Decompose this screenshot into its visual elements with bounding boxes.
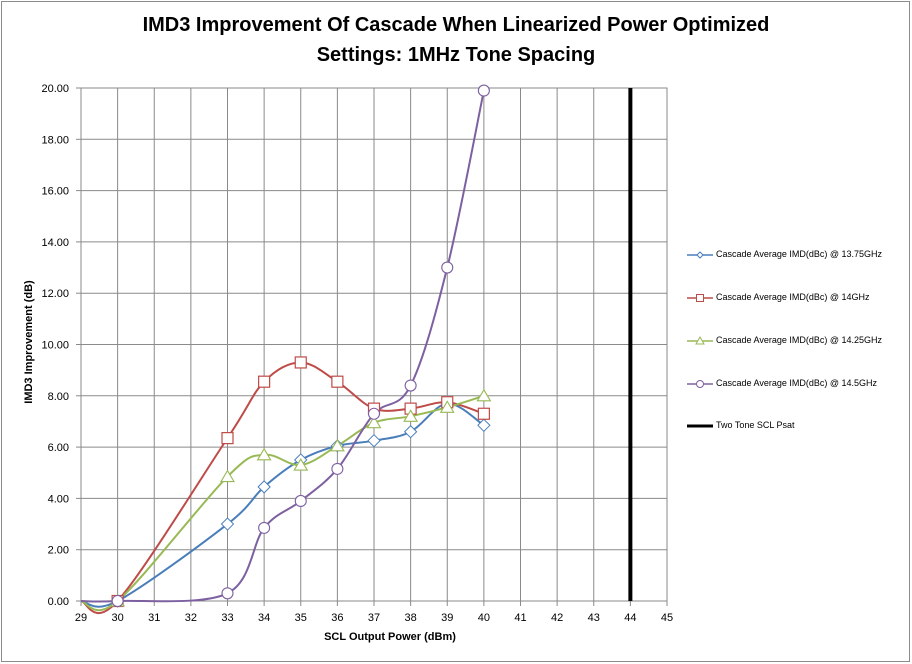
data-point-triangle — [366, 415, 382, 429]
data-point-triangle — [403, 409, 419, 422]
data-point-circle — [367, 407, 381, 420]
x-tick-label: 40 — [478, 612, 490, 624]
series-lines — [80, 88, 633, 615]
legend-marker — [696, 380, 704, 388]
data-point-circle — [258, 521, 271, 534]
legend-label: Cascade Average IMD(dBc) @ 14.5GHz — [716, 378, 878, 388]
data-point-square — [221, 432, 234, 445]
data-point-square — [294, 356, 307, 369]
legend-label: Two Tone SCL Psat — [716, 420, 795, 430]
data-point-circle — [404, 379, 417, 392]
data-point-circle — [111, 594, 124, 608]
x-tick-label: 36 — [331, 612, 343, 624]
series-markers — [110, 84, 492, 608]
grid — [80, 87, 668, 602]
legend-swatch — [687, 294, 713, 302]
x-tick-label: 35 — [295, 612, 307, 624]
y-axis-label: IMD3 Improvement (dB) — [23, 280, 35, 404]
x-tick-label: 30 — [112, 612, 124, 624]
x-tick-label: 32 — [185, 612, 197, 624]
y-tick-label: 2.00 — [48, 545, 69, 557]
y-tick-label: 20.00 — [41, 83, 69, 95]
x-tick-label: 31 — [148, 612, 160, 624]
legend-marker — [695, 335, 705, 345]
data-point-diamond — [403, 425, 418, 439]
legend-label: Cascade Average IMD(dBc) @ 14GHz — [716, 292, 870, 302]
x-tick-labels: 29 30 31 32 33 34 35 36 37 38 39 40 41 42 43 44 45 — [75, 612, 673, 624]
y-tick-label: 18.00 — [41, 134, 69, 146]
x-tick-label: 43 — [588, 612, 600, 624]
x-tick-label: 41 — [514, 612, 526, 624]
legend-marker — [696, 251, 704, 259]
legend-label: Cascade Average IMD(dBc) @ 13.75GHz — [716, 249, 883, 259]
data-point-square — [477, 407, 490, 420]
legend-swatch — [687, 335, 713, 345]
y-tick-label: 8.00 — [48, 391, 69, 403]
x-tick-label: 39 — [441, 612, 453, 624]
data-point-circle — [294, 494, 307, 508]
y-tick-label: 16.00 — [41, 186, 69, 198]
legend-marker — [696, 294, 704, 302]
series-line — [80, 90, 485, 603]
data-point-triangle — [476, 388, 492, 402]
chart-title-line2: Settings: 1MHz Tone Spacing — [316, 44, 596, 66]
data-point-circle — [477, 84, 490, 97]
x-axis-label: SCL Output Power (dBm) — [324, 631, 456, 643]
legend-swatch — [687, 380, 713, 388]
plot-border — [80, 87, 668, 602]
x-tick-label: 29 — [75, 612, 87, 624]
series-line — [80, 394, 485, 612]
y-tick-label: 0.00 — [48, 596, 69, 608]
series-line — [80, 402, 485, 608]
data-point-triangle — [329, 438, 345, 452]
chart-title-line1: IMD3 Improvement Of Cascade When Lineari… — [142, 14, 770, 36]
x-tick-label: 45 — [661, 612, 673, 624]
data-point-circle — [221, 587, 234, 600]
y-tick-label: 10.00 — [41, 340, 69, 352]
x-tick-label: 34 — [258, 612, 270, 624]
data-point-diamond — [367, 433, 381, 448]
y-tick-label: 12.00 — [41, 288, 69, 300]
data-point-triangle — [293, 457, 309, 471]
data-point-square — [331, 375, 344, 388]
legend-swatch — [687, 424, 713, 428]
axes — [76, 87, 668, 606]
legend-swatch — [687, 251, 713, 259]
y-tick-label: 6.00 — [48, 442, 69, 454]
x-tick-label: 44 — [624, 612, 636, 624]
y-tick-label: 4.00 — [48, 493, 69, 505]
y-tick-label: 14.00 — [41, 237, 69, 249]
data-point-triangle — [256, 447, 272, 461]
data-point-diamond — [220, 517, 235, 531]
y-tick-labels: 0.00 2.00 4.00 6.00 8.00 10.00 12.00 14.00 16.00… — [41, 83, 69, 608]
x-tick-label: 38 — [405, 612, 417, 624]
data-point-circle — [331, 462, 344, 475]
data-point-triangle — [220, 469, 235, 483]
x-tick-label: 37 — [368, 612, 380, 624]
data-point-triangle — [439, 400, 455, 413]
legend-label: Cascade Average IMD(dBc) @ 14.25GHz — [716, 335, 883, 345]
data-point-diamond — [257, 480, 271, 494]
data-point-diamond — [477, 418, 491, 433]
data-point-square — [258, 375, 271, 388]
x-tick-label: 42 — [551, 612, 563, 624]
data-point-circle — [441, 261, 454, 274]
x-tick-label: 33 — [221, 612, 233, 624]
